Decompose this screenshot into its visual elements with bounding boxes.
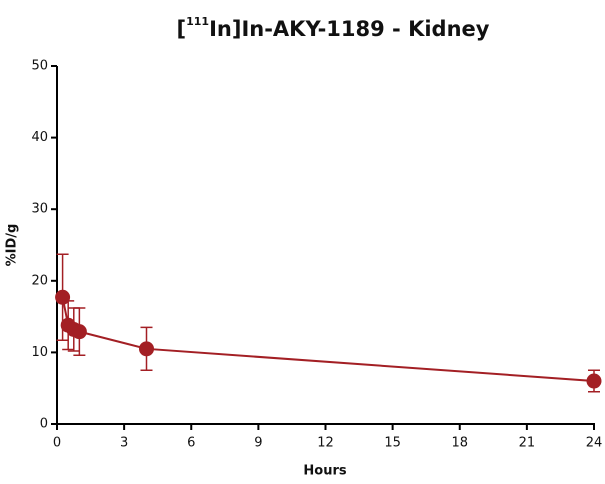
x-tick-label: 18 — [451, 436, 468, 451]
title-superscript: 111 — [186, 15, 209, 28]
title-part: In]In-AKY-1189 - Kidney — [209, 17, 490, 41]
y-tick-label: 50 — [31, 59, 48, 74]
x-tick-label: 12 — [317, 436, 334, 451]
x-axis-title: Hours — [303, 464, 346, 479]
x-tick-label: 6 — [187, 436, 195, 451]
y-tick-label: 40 — [31, 130, 48, 145]
data-point — [139, 341, 154, 357]
y-tick-label: 20 — [31, 273, 48, 288]
x-tick-label: 3 — [120, 436, 128, 451]
title-part: [ — [177, 17, 187, 41]
y-axis-title: %ID/g — [5, 224, 20, 267]
data-line — [61, 297, 595, 383]
x-tick-label: 15 — [384, 436, 401, 451]
x-tick-label: 24 — [586, 436, 603, 451]
data-point — [71, 324, 87, 340]
x-tick-label: 9 — [254, 436, 262, 451]
x-tick-label: 21 — [519, 436, 536, 451]
y-tick-label: 0 — [40, 417, 48, 432]
data-point — [586, 373, 602, 389]
chart-title: [111In]In-AKY-1189 - Kidney — [177, 15, 490, 41]
y-tick-label: 30 — [31, 202, 48, 217]
y-tick-label: 10 — [31, 345, 48, 360]
x-tick-label: 0 — [53, 436, 61, 451]
